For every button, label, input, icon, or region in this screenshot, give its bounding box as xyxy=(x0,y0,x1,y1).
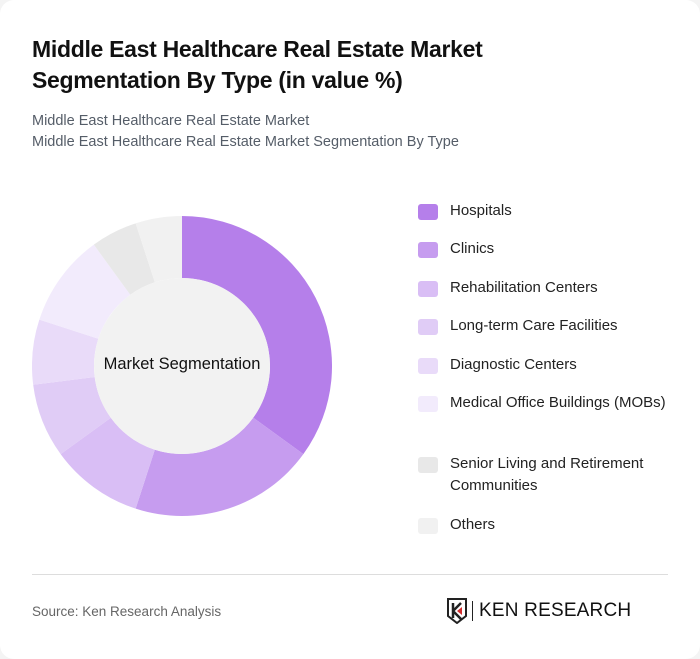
donut-slice[interactable] xyxy=(93,223,155,295)
legend-label: Others xyxy=(450,516,496,533)
logo-text: KEN RESEARCH xyxy=(479,600,632,621)
legend-label: Long-term Care Facilities xyxy=(450,317,618,334)
donut-center-label: Market Segmentation xyxy=(103,355,261,373)
chart-title: Middle East Healthcare Real Estate Marke… xyxy=(32,36,483,93)
chart-subtitle-segmentation: Middle East Healthcare Real Estate Marke… xyxy=(32,134,459,150)
donut-slice[interactable] xyxy=(32,319,99,385)
legend-item-others[interactable]: Others xyxy=(418,514,670,536)
legend-swatch xyxy=(418,281,438,297)
legend-item-mobs[interactable]: Medical Office Buildings (MOBs) xyxy=(418,392,670,414)
donut-slice[interactable] xyxy=(33,377,111,455)
source-note: Source: Ken Research Analysis xyxy=(32,604,222,619)
legend-label: Senior Living and Retirement Communities xyxy=(450,455,644,494)
legend-label: Clinics xyxy=(450,240,495,257)
legend-label: Medical Office Buildings (MOBs) xyxy=(450,394,666,411)
donut-slice[interactable] xyxy=(182,216,332,455)
donut-slice[interactable] xyxy=(39,244,131,339)
legend-swatch xyxy=(418,457,438,473)
donut-slice[interactable] xyxy=(135,216,182,283)
legend-label: Rehabilitation Centers xyxy=(450,279,598,296)
legend-swatch xyxy=(418,396,438,412)
legend-item-long-term-care[interactable]: Long-term Care Facilities xyxy=(418,315,670,337)
legend-swatch xyxy=(418,319,438,335)
donut-slice[interactable] xyxy=(60,417,155,509)
legend-item-diagnostic-centers[interactable]: Diagnostic Centers xyxy=(418,354,670,376)
legend-item-hospitals[interactable]: Hospitals xyxy=(418,200,670,222)
legend-label: Diagnostic Centers xyxy=(450,356,577,373)
footer-divider xyxy=(32,574,668,575)
chart-subtitle-market: Middle East Healthcare Real Estate Marke… xyxy=(32,113,310,129)
legend-item-rehabilitation-centers[interactable]: Rehabilitation Centers xyxy=(418,277,670,299)
ken-research-logo: KEN RESEARCH xyxy=(447,598,631,624)
donut-slice[interactable] xyxy=(135,417,304,516)
logo-separator xyxy=(472,601,473,621)
donut-hole xyxy=(94,278,270,454)
legend-item-senior-living[interactable]: Senior Living and Retirement Communities xyxy=(418,453,670,497)
legend-swatch xyxy=(418,518,438,534)
donut-chart xyxy=(32,216,332,516)
legend-swatch xyxy=(418,242,438,258)
ken-research-shield-icon xyxy=(447,598,467,624)
legend-label: Hospitals xyxy=(450,202,512,219)
legend-swatch xyxy=(418,204,438,220)
legend-item-clinics[interactable]: Clinics xyxy=(418,238,670,260)
legend-swatch xyxy=(418,358,438,374)
